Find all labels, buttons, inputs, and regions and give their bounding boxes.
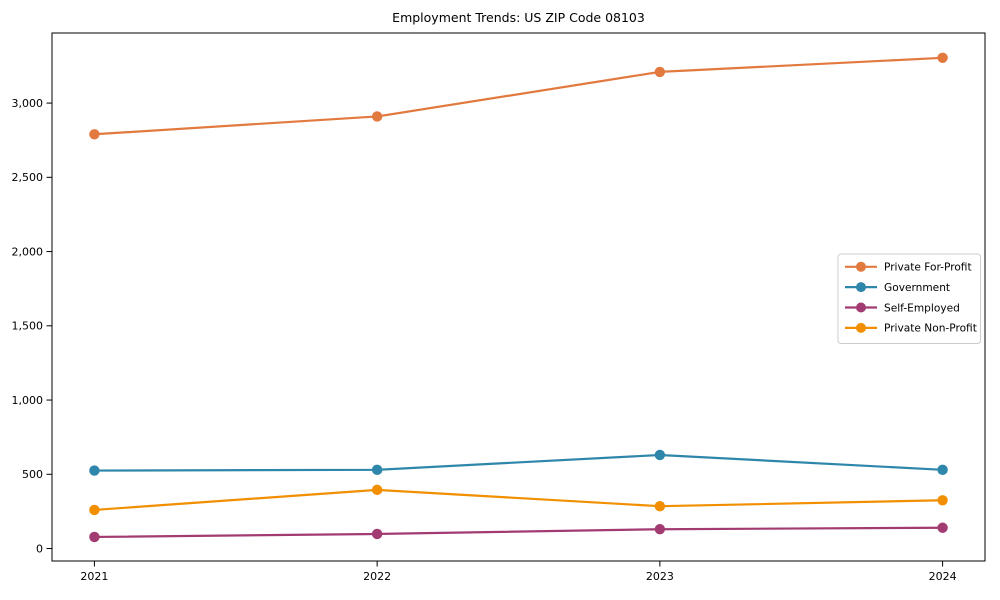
series-private-non-profit — [89, 484, 948, 516]
legend-label: Government — [884, 282, 950, 294]
y-tick-label: 3,000 — [12, 97, 44, 110]
data-point-private-for-profit-2022 — [371, 111, 383, 122]
series-government — [89, 449, 948, 476]
legend-marker — [856, 261, 866, 272]
data-point-self-employed-2023 — [654, 524, 666, 535]
data-point-private-for-profit-2021 — [89, 129, 100, 140]
y-tick-label: 2,000 — [12, 245, 44, 258]
x-tick-label: 2024 — [929, 570, 957, 583]
plot-area — [52, 33, 985, 561]
x-tick-label: 2022 — [363, 570, 391, 583]
legend-entry-self-employed: Self-Employed — [845, 302, 960, 314]
y-tick-label: 1,500 — [12, 320, 44, 333]
data-point-private-non-profit-2023 — [654, 501, 666, 512]
data-point-private-for-profit-2023 — [654, 66, 666, 78]
y-tick-label: 1,000 — [12, 394, 44, 407]
data-point-private-non-profit-2021 — [89, 504, 100, 516]
legend-label: Private For-Profit — [884, 262, 972, 274]
data-point-self-employed-2022 — [371, 528, 383, 540]
x-tick-label: 2023 — [646, 570, 674, 583]
legend-entry-private-non-profit: Private Non-Profit — [845, 323, 977, 335]
data-point-government-2021 — [89, 465, 100, 476]
series-line-private-for-profit — [94, 56, 943, 136]
legend-entry-government: Government — [845, 282, 950, 294]
y-tick-label: 500 — [22, 468, 43, 481]
series-self-employed — [89, 522, 948, 543]
data-point-government-2023 — [654, 449, 666, 461]
series-line-self-employed — [94, 526, 943, 539]
axes-layer — [51, 32, 986, 562]
y-tick-label: 0 — [36, 542, 43, 555]
legend-marker — [856, 302, 866, 313]
data-point-private-non-profit-2022 — [371, 484, 383, 496]
series-line-private-non-profit — [94, 488, 943, 512]
plot-background — [52, 33, 985, 561]
series-line-government — [94, 453, 943, 472]
legend-label: Self-Employed — [884, 302, 960, 314]
series-layer — [89, 52, 948, 543]
data-point-government-2024 — [937, 464, 948, 476]
y-tick-label: 2,500 — [12, 171, 44, 184]
data-point-self-employed-2021 — [89, 531, 100, 543]
series-private-for-profit — [89, 52, 948, 140]
data-point-private-non-profit-2024 — [937, 495, 948, 506]
chart-title: Employment Trends: US ZIP Code 08103 — [392, 10, 645, 25]
legend-marker — [856, 322, 866, 333]
data-point-self-employed-2024 — [937, 522, 948, 533]
data-point-government-2022 — [371, 464, 383, 476]
tick-labels-layer: 0 500 1,000 1,500 2,000 2,500 3,000 2021 2022 202… — [12, 97, 957, 583]
legend-box — [837, 253, 981, 344]
legend-marker — [856, 282, 866, 293]
x-tick-label: 2021 — [80, 570, 108, 583]
legend: Private For-Profit Government Self-Employe… — [837, 253, 981, 344]
axes-frame — [51, 32, 986, 562]
legend-label: Private Non-Profit — [884, 323, 977, 335]
legend-entry-private-for-profit: Private For-Profit — [845, 262, 972, 274]
data-point-private-for-profit-2024 — [937, 52, 948, 63]
